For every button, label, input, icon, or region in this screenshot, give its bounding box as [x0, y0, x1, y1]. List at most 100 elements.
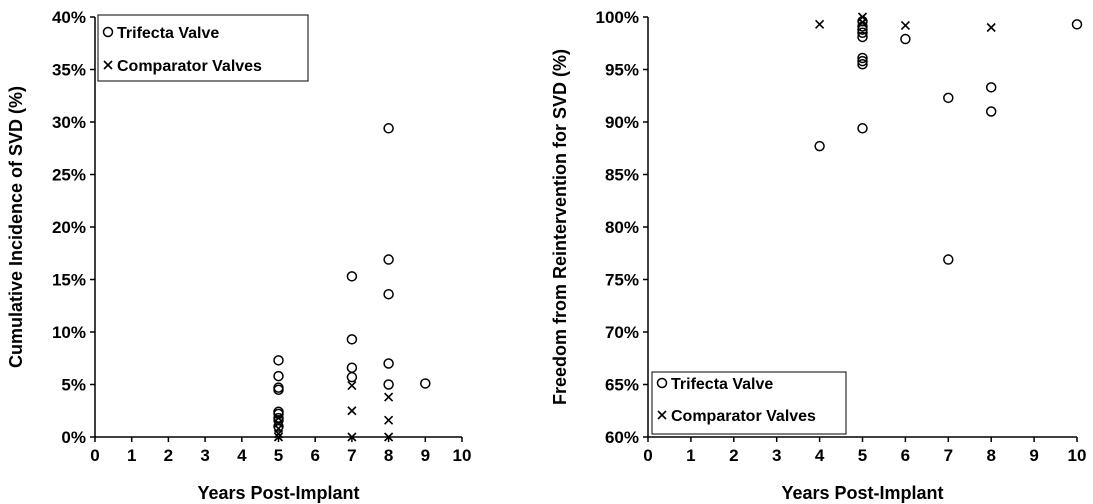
legend-entry-label: Trifecta Valve [671, 376, 773, 393]
legend-entry-label: Comparator Valves [671, 408, 816, 425]
legend-circle-marker-icon [656, 377, 668, 389]
x-tick-label: 4 [237, 446, 247, 465]
x-tick-label: 9 [421, 446, 430, 465]
y-tick-label: 15% [52, 271, 86, 290]
y-tick-label: 75% [605, 271, 639, 290]
trifecta-valve-point [383, 358, 394, 369]
legend-x-marker-icon [103, 60, 113, 70]
trifecta-valve-point [273, 414, 284, 426]
x-tick-label: 5 [274, 446, 283, 465]
x-tick-label: 5 [858, 446, 867, 465]
x-tick-label: 10 [453, 446, 472, 465]
comparator-valves-point [273, 429, 284, 439]
x-tick-label: 1 [127, 446, 136, 465]
trifecta-valve-point [857, 31, 868, 43]
trifecta-valve-point [273, 355, 284, 366]
x-tick-label: 10 [1068, 446, 1087, 465]
comparator-valves-point [815, 19, 825, 29]
trifecta-valve-point [857, 59, 868, 70]
legend-entry-label: Comparator Valves [117, 58, 262, 75]
y-tick-label: 10% [52, 323, 86, 342]
trifecta-valve-point [1071, 19, 1083, 30]
x-tick-label: 3 [200, 446, 209, 465]
trifecta-valve-point [383, 123, 394, 134]
trifecta-valve-point [857, 27, 868, 38]
legend-x-marker-icon [657, 410, 667, 420]
comparator-valves-point [347, 432, 357, 442]
x-tick-label: 4 [815, 446, 825, 465]
trifecta-valve-point [857, 55, 868, 67]
x-tick-label: 1 [686, 446, 695, 465]
x-tick-label: 3 [772, 446, 781, 465]
x-tick-label: 2 [164, 446, 173, 465]
x-tick-label: 9 [1029, 446, 1038, 465]
y-tick-label: 100% [596, 8, 639, 27]
x-tick-label: 0 [643, 446, 652, 465]
chart-right-freedom-from-reintervention: 60% 65% 70% 75% 80% 85% 90% 95% 100% 0 1 2 3 4 5 6 7 8 9 10… [550, 8, 1086, 503]
comparator-valves-point [273, 432, 284, 442]
comparator-valves-point [347, 380, 357, 391]
trifecta-valve-point [857, 24, 868, 35]
x-tick-label: 8 [384, 446, 393, 465]
x-tick-label: 8 [986, 446, 995, 465]
chart-left-cumulative-incidence: 0% 5% 10% 15% 20% 25% 30% 35% 40% 0 1 2 3 4 5 6 7 8 9 10 Yea… [6, 8, 471, 503]
y-tick-label: 60% [605, 428, 639, 447]
y-tick-label: 65% [605, 376, 639, 395]
y-tick-label: 70% [605, 323, 639, 342]
legend: Trifecta Valve Comparator Valves [651, 371, 847, 435]
y-tick-label: 85% [605, 166, 639, 185]
comparator-valves-point [384, 432, 394, 442]
x-tick-label: 7 [347, 446, 356, 465]
trifecta-valve-point [346, 271, 358, 282]
trifecta-valve-point [383, 254, 394, 265]
trifecta-valve-point [985, 106, 997, 117]
comparator-valves-point [384, 392, 394, 402]
y-tick-label: 80% [605, 218, 639, 237]
trifecta-valve-point [814, 140, 825, 152]
y-tick-label: 20% [52, 218, 86, 237]
trifecta-valve-point [943, 92, 954, 104]
trifecta-valve-point [383, 288, 394, 300]
y-tick-label: 30% [52, 113, 86, 132]
trifecta-valve-point [273, 370, 284, 382]
trifecta-valve-point [857, 52, 868, 64]
legend-box [651, 371, 847, 435]
trifecta-valve-point [346, 334, 358, 345]
x-tick-label: 2 [729, 446, 738, 465]
x-tick-label: 0 [90, 446, 99, 465]
trifecta-valve-point [383, 379, 394, 390]
comparator-valves-point [384, 415, 394, 425]
x-tick-label: 6 [901, 446, 910, 465]
x-axis-label: Years Post-Implant [197, 483, 359, 503]
y-tick-label: 25% [52, 166, 86, 185]
x-axis-label: Years Post-Implant [781, 483, 943, 503]
trifecta-valve-point [857, 123, 868, 134]
trifecta-valve-point [985, 82, 997, 93]
comparator-valves-point [900, 20, 910, 30]
y-tick-label: 5% [61, 376, 86, 395]
y-axis-label: Freedom from Reintervention for SVD (%) [550, 49, 570, 405]
y-tick-label: 0% [61, 428, 86, 447]
legend-circle-marker-icon [102, 26, 114, 38]
trifecta-valve-point [346, 362, 358, 373]
y-axis-label: Cumulative Incidence of SVD (%) [6, 86, 26, 368]
trifecta-valve-point [273, 384, 284, 395]
y-tick-label: 35% [52, 61, 86, 80]
trifecta-valve-point [346, 371, 358, 383]
x-tick-label: 7 [944, 446, 953, 465]
trifecta-valve-point [273, 421, 284, 432]
trifecta-valve-point [943, 254, 954, 265]
x-tick-label: 6 [310, 446, 319, 465]
y-tick-label: 90% [605, 113, 639, 132]
y-tick-label: 40% [52, 8, 86, 27]
trifecta-valve-point [900, 33, 911, 45]
legend-entry-label: Trifecta Valve [117, 25, 219, 42]
trifecta-valve-point [420, 378, 431, 389]
comparator-valves-point [986, 22, 996, 33]
legend: Trifecta Valve Comparator Valves [97, 14, 309, 82]
comparator-valves-point [857, 17, 868, 27]
y-tick-label: 95% [605, 61, 639, 80]
comparator-valves-point [347, 406, 357, 416]
legend-box [97, 14, 309, 82]
